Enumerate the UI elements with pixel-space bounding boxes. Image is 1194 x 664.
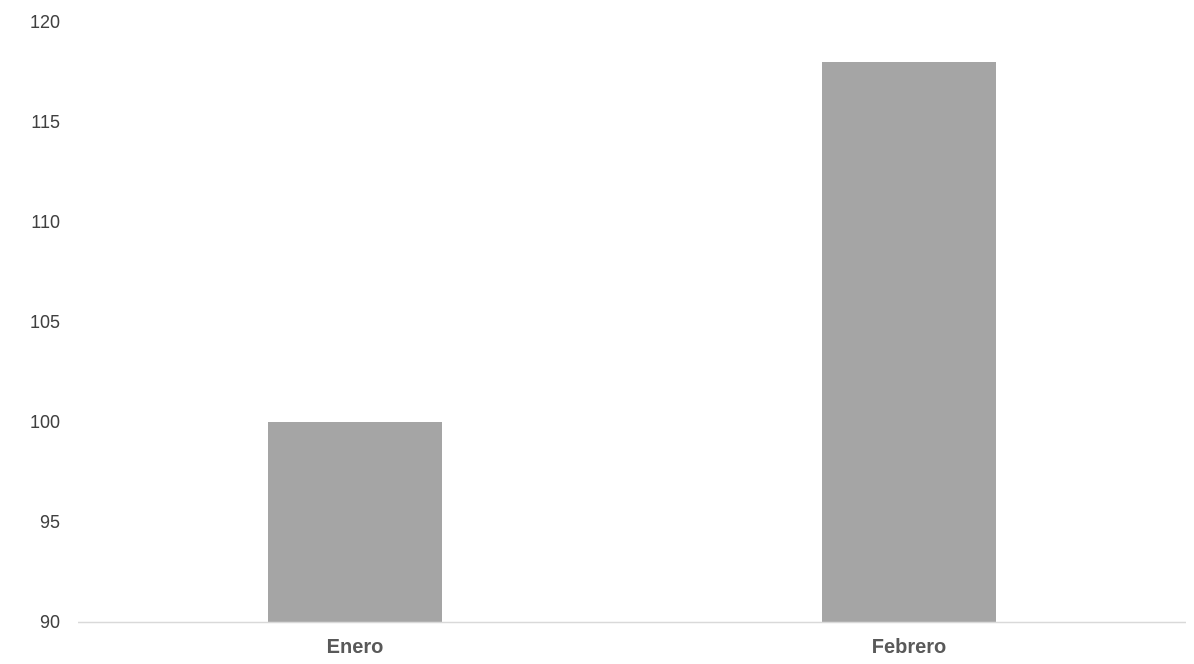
x-category-label: Febrero xyxy=(872,636,946,658)
x-axis-labels: Enero Febrero xyxy=(327,636,947,658)
bar-enero xyxy=(268,422,442,622)
y-tick-label: 90 xyxy=(40,612,60,632)
y-tick-label: 120 xyxy=(30,12,60,32)
bar-febrero xyxy=(822,62,996,622)
y-tick-label: 115 xyxy=(31,112,60,132)
y-tick-label: 105 xyxy=(30,312,60,332)
bars xyxy=(268,62,996,622)
x-category-label: Enero xyxy=(327,636,384,658)
y-tick-label: 110 xyxy=(31,212,60,232)
y-tick-label: 95 xyxy=(40,512,60,532)
y-axis-ticks: 90 95 100 105 110 115 120 xyxy=(30,12,60,632)
y-tick-label: 100 xyxy=(30,412,60,432)
